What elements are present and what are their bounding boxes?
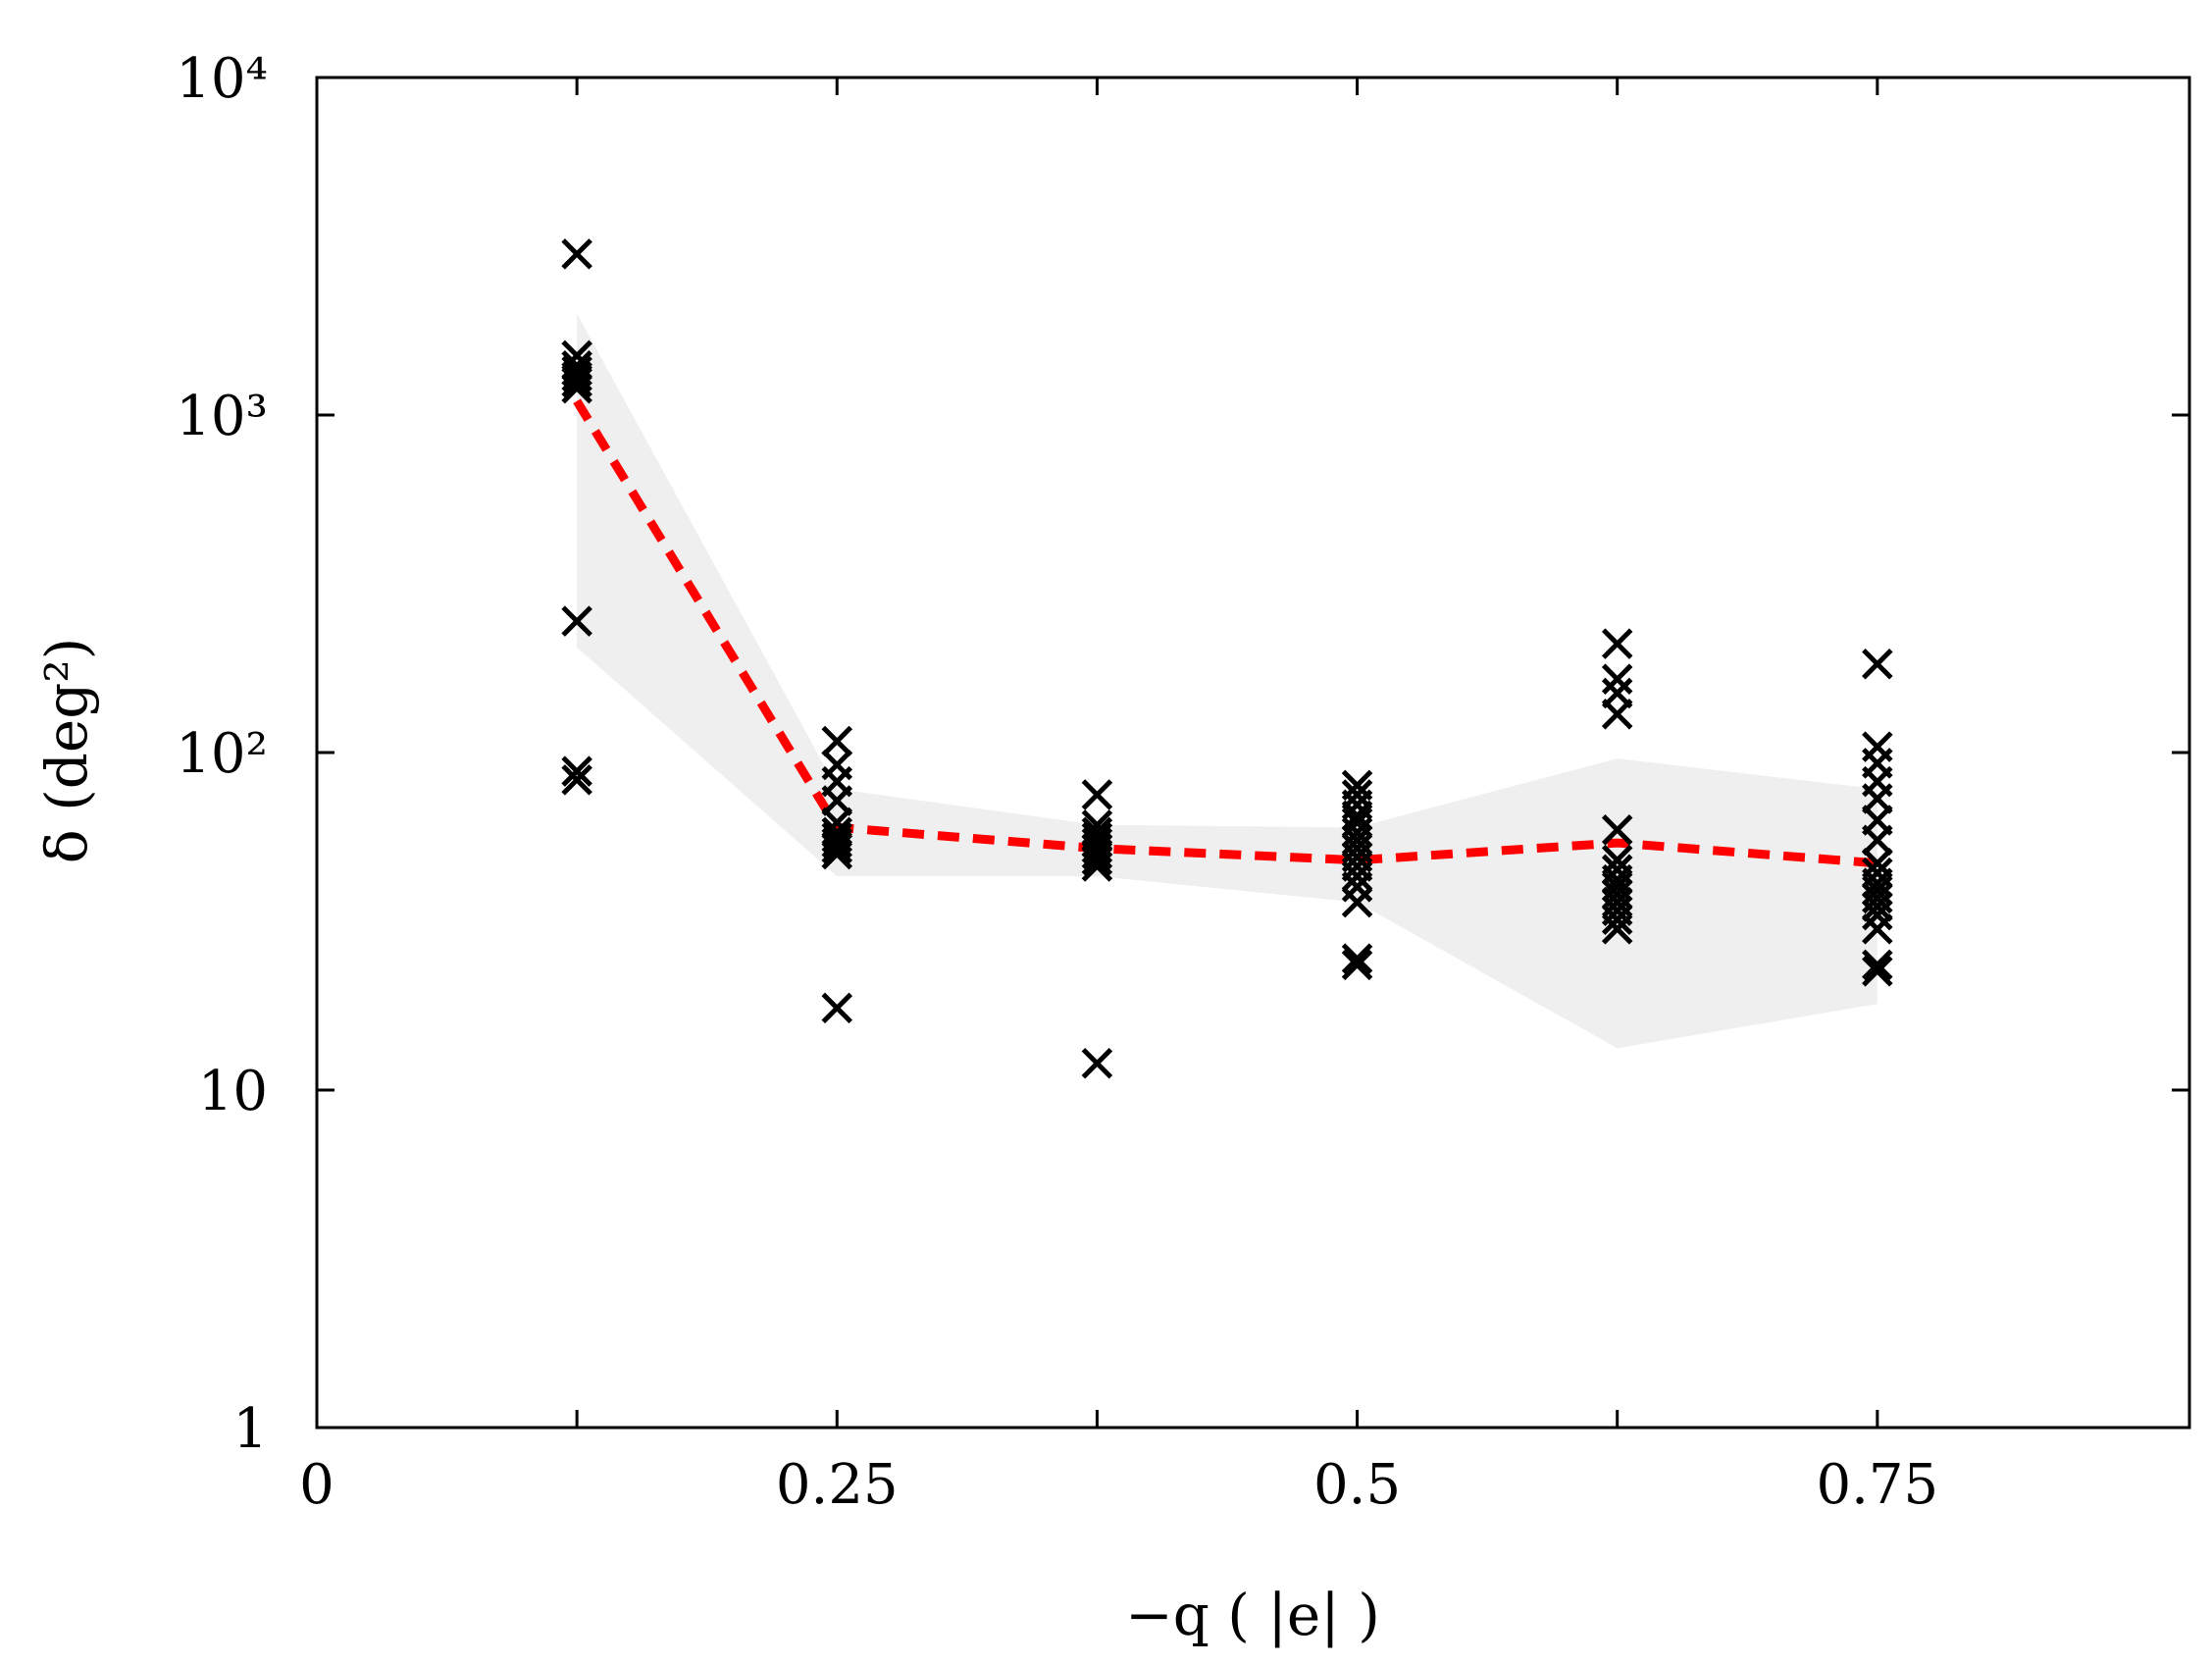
scatter-point bbox=[1081, 844, 1113, 876]
scatter-point bbox=[1341, 886, 1373, 918]
y-tick-label: 10⁴ bbox=[176, 47, 268, 111]
scatter-point bbox=[1081, 779, 1113, 810]
scatter-point bbox=[1601, 863, 1633, 896]
scatter-point bbox=[821, 785, 853, 816]
scatter-point bbox=[1081, 851, 1113, 882]
scatter-point bbox=[1862, 648, 1893, 680]
scatter-point bbox=[1081, 1047, 1113, 1079]
scatter-point bbox=[1862, 891, 1893, 922]
axis-tick-layer bbox=[315, 76, 2189, 1430]
y-tick-label: 10 bbox=[198, 1060, 268, 1123]
mean-line-layer bbox=[573, 398, 1878, 868]
x-tick-label: 0 bbox=[299, 1453, 334, 1517]
scatter-point bbox=[1601, 663, 1633, 695]
y-axis-title: δ (deg²) bbox=[33, 638, 100, 863]
scatter-point bbox=[561, 372, 592, 404]
scatter-point bbox=[1601, 814, 1633, 846]
scatter-point bbox=[1862, 949, 1893, 981]
scatter-point bbox=[1341, 949, 1373, 981]
scatter-point bbox=[561, 605, 592, 637]
scatter-point bbox=[1862, 913, 1893, 945]
y-tick-label: 1 bbox=[232, 1397, 268, 1461]
scatter-point bbox=[821, 827, 853, 859]
y-tick-label: 10² bbox=[176, 722, 268, 786]
scatter-point bbox=[1862, 824, 1893, 857]
scatter-point bbox=[1862, 956, 1893, 987]
scatter-point bbox=[1341, 943, 1373, 974]
scatter-point bbox=[561, 366, 592, 398]
scatter-point bbox=[1081, 838, 1113, 870]
scatter-point bbox=[821, 725, 853, 757]
scatter-point bbox=[821, 838, 853, 870]
scatter-point bbox=[1341, 860, 1373, 892]
x-axis-title: −q ( |e| ) bbox=[1125, 1582, 1380, 1648]
scatter-point bbox=[561, 764, 592, 796]
scatter-point bbox=[1601, 628, 1633, 659]
x-tick-label: 0.5 bbox=[1313, 1453, 1401, 1517]
scatter-point bbox=[561, 238, 592, 270]
scatter-marker-layer bbox=[561, 238, 1893, 1079]
scatter-point bbox=[1601, 904, 1633, 935]
x-tick-label: 0.75 bbox=[1816, 1453, 1938, 1517]
range-band bbox=[577, 313, 1878, 1049]
scatter-point bbox=[821, 992, 853, 1024]
scatter-point bbox=[1601, 913, 1633, 945]
tick-label-layer: 0 0.25 0.5 0.75 1 10 10² 10³ 10⁴ bbox=[176, 47, 1938, 1517]
scatter-point bbox=[1862, 899, 1893, 931]
y-tick-label: 10³ bbox=[176, 385, 268, 448]
x-tick-label: 0.25 bbox=[776, 1453, 899, 1517]
range-band-layer bbox=[577, 313, 1878, 1049]
mean-dashed-line bbox=[573, 398, 1878, 868]
scatter-point bbox=[821, 832, 853, 864]
scatter-point bbox=[561, 755, 592, 787]
scatter-point bbox=[1601, 699, 1633, 730]
scatter-point bbox=[561, 361, 592, 392]
plot-frame bbox=[315, 76, 2191, 1430]
